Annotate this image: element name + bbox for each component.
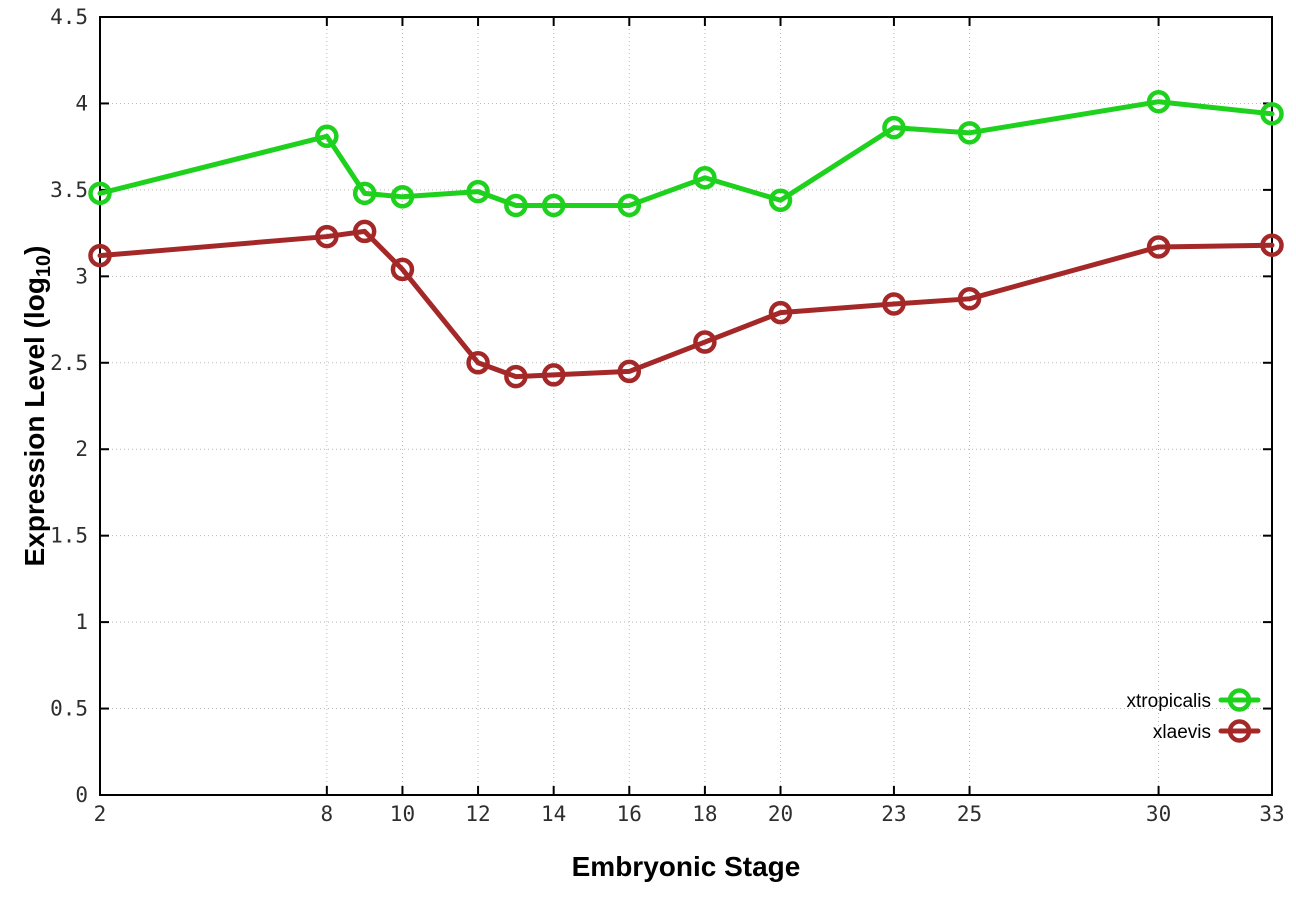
series-marker-xtropicalis — [466, 179, 490, 204]
y-tick-label: 0 — [75, 783, 88, 807]
legend-marker-icon — [1227, 719, 1252, 743]
y-tick-label: 1 — [75, 610, 88, 634]
series-marker-xlaevis — [88, 243, 112, 268]
x-axis-title: Embryonic Stage — [572, 851, 801, 882]
series-marker-xtropicalis — [315, 124, 339, 149]
series-marker-xlaevis — [957, 287, 982, 311]
y-tick-label: 4 — [75, 91, 88, 115]
legend-marker-icon — [1227, 688, 1252, 712]
series-marker-xtropicalis — [617, 193, 642, 218]
series-marker-xtropicalis — [1260, 102, 1284, 126]
series-marker-xlaevis — [617, 359, 642, 384]
series-line-xtropicalis — [97, 99, 1275, 208]
series-marker-xlaevis — [768, 300, 793, 325]
legend: xtropicalis xlaevis — [1127, 688, 1261, 743]
legend-item-xlaevis: xlaevis — [1153, 719, 1261, 743]
series-marker-xtropicalis — [957, 121, 982, 145]
series-marker-xlaevis — [1260, 233, 1284, 257]
x-tick-label: 30 — [1146, 802, 1171, 826]
series-marker-xlaevis — [1146, 235, 1171, 259]
y-axis-title: Expression Level (log10) — [19, 246, 55, 567]
x-tick-label: 23 — [881, 802, 906, 826]
y-tick-label: 4.5 — [50, 5, 88, 29]
series-marker-xlaevis — [504, 364, 528, 389]
legend-label: xtropicalis — [1127, 691, 1211, 712]
grid — [99, 16, 1273, 796]
series-marker-xtropicalis — [88, 181, 112, 206]
y-tick-label: 3 — [75, 264, 88, 288]
x-tick-label: 12 — [465, 802, 490, 826]
x-tick-label: 8 — [321, 802, 334, 826]
y-tick-label: 2.5 — [50, 351, 88, 375]
y-tick-label: 1.5 — [50, 524, 88, 548]
legend-item-xtropicalis: xtropicalis — [1127, 688, 1261, 712]
y-tick-label: 2 — [75, 437, 88, 461]
x-tick-label: 10 — [390, 802, 415, 826]
plot-border — [99, 16, 1273, 796]
x-tick-label: 14 — [541, 802, 566, 826]
series-marker-xtropicalis — [882, 115, 906, 140]
series-marker-xlaevis — [693, 330, 717, 354]
y-tick-label: 0.5 — [50, 697, 88, 721]
series-marker-xlaevis — [466, 351, 490, 375]
x-tick-label: 18 — [692, 802, 717, 826]
x-tick-label: 16 — [617, 802, 642, 826]
series-marker-xtropicalis — [352, 181, 377, 206]
series-marker-xtropicalis — [504, 193, 528, 218]
series-marker-xtropicalis — [541, 193, 566, 218]
y-tick-label: 3.5 — [50, 178, 88, 202]
series-marker-xtropicalis — [768, 188, 793, 213]
series-marker-xlaevis — [882, 292, 906, 316]
legend-label: xlaevis — [1153, 722, 1211, 743]
series-marker-xlaevis — [541, 363, 566, 387]
tick-marks — [99, 16, 1273, 796]
series-marker-xlaevis — [390, 257, 415, 282]
series-marker-xtropicalis — [390, 185, 415, 209]
series-marker-xlaevis — [352, 219, 377, 244]
x-tick-label: 25 — [957, 802, 982, 826]
series-marker-xtropicalis — [693, 166, 717, 190]
series-marker-xlaevis — [315, 224, 339, 249]
x-tick-label: 33 — [1259, 802, 1284, 826]
x-tick-label: 20 — [768, 802, 793, 826]
x-tick-label: 2 — [94, 802, 107, 826]
series-xtropicalis — [88, 89, 1284, 218]
series-line-xlaevis — [97, 228, 1275, 380]
series-xlaevis — [88, 219, 1284, 389]
series-marker-xtropicalis — [1146, 89, 1171, 114]
